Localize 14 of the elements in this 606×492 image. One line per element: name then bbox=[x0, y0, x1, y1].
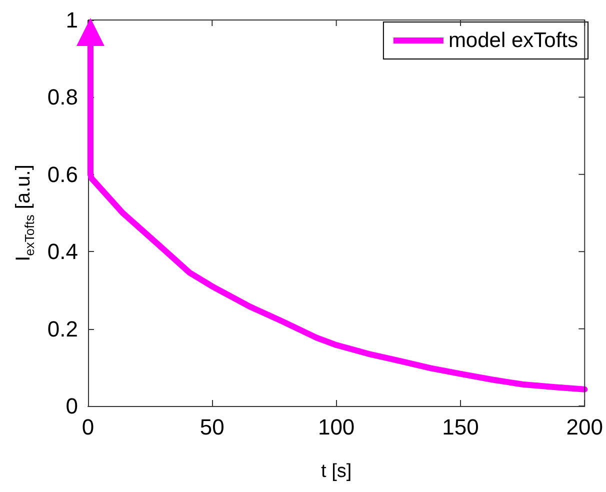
legend-label: model exTofts bbox=[448, 29, 578, 52]
y-tick-label: 1 bbox=[66, 8, 78, 32]
x-tick-label: 100 bbox=[318, 414, 355, 440]
x-tick-label: 150 bbox=[442, 414, 479, 440]
x-tick-label: 50 bbox=[200, 414, 224, 440]
y-tick-label: 0.2 bbox=[47, 316, 78, 342]
x-axis-title: t [s] bbox=[321, 461, 352, 482]
y-tick-label: 0.4 bbox=[47, 239, 78, 264]
y-tick-label: 0.8 bbox=[47, 84, 78, 110]
x-tick-label: 200 bbox=[566, 414, 604, 440]
y-tick-label: 0.6 bbox=[47, 162, 78, 187]
y-tick-label: 0 bbox=[66, 394, 78, 418]
y-axis-title: IexTofts [a.u.] bbox=[12, 164, 37, 262]
x-tick-label: 0 bbox=[82, 414, 94, 440]
